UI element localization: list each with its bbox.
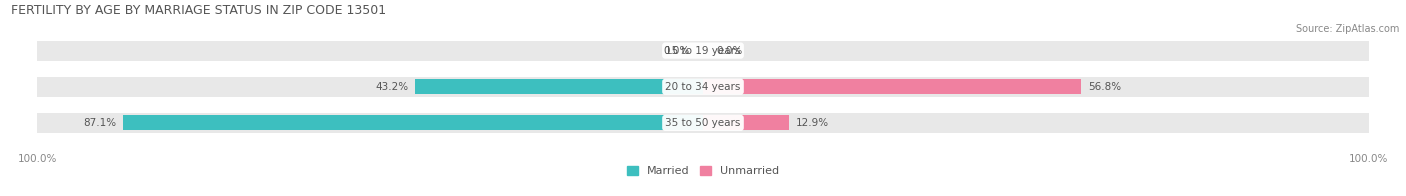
Legend: Married, Unmarried: Married, Unmarried (621, 162, 785, 181)
Text: Source: ZipAtlas.com: Source: ZipAtlas.com (1295, 24, 1399, 34)
Bar (703, 113, 1368, 133)
Bar (416, 79, 703, 94)
Bar (38, 77, 703, 97)
Bar (38, 41, 703, 61)
Text: 12.9%: 12.9% (796, 118, 828, 128)
Bar (38, 113, 703, 133)
Bar (124, 115, 703, 130)
Text: 43.2%: 43.2% (375, 82, 409, 92)
Text: 20 to 34 years: 20 to 34 years (665, 82, 741, 92)
Text: 0.0%: 0.0% (664, 46, 690, 56)
Bar (703, 77, 1368, 97)
Text: 87.1%: 87.1% (83, 118, 117, 128)
Bar (703, 79, 1081, 94)
Text: 56.8%: 56.8% (1088, 82, 1121, 92)
Text: 0.0%: 0.0% (716, 46, 742, 56)
Text: FERTILITY BY AGE BY MARRIAGE STATUS IN ZIP CODE 13501: FERTILITY BY AGE BY MARRIAGE STATUS IN Z… (11, 4, 387, 17)
Text: 15 to 19 years: 15 to 19 years (665, 46, 741, 56)
Text: 35 to 50 years: 35 to 50 years (665, 118, 741, 128)
Bar (703, 41, 1368, 61)
Bar (703, 115, 789, 130)
